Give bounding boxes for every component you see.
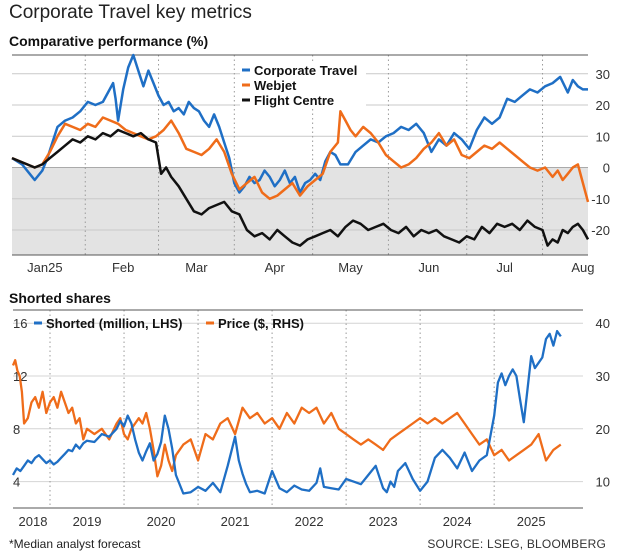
series-line-corporate-travel (11, 53, 588, 194)
y-tick-label: -20 (591, 223, 610, 238)
legend-backdrop (240, 62, 366, 77)
y-tick-label: 20 (596, 98, 610, 113)
footnote: *Median analyst forecast (9, 537, 141, 551)
x-tick-label: 2020 (147, 514, 176, 529)
y-tick-label: 30 (596, 67, 610, 82)
x-tick-label: Mar (185, 260, 208, 275)
y-tick-label: -10 (591, 192, 610, 207)
legend-backdrop (240, 92, 366, 107)
source-note: SOURCE: LSEG, BLOOMBERG (427, 537, 606, 551)
x-tick-label: 2018 (19, 514, 48, 529)
x-tick-label: 2025 (517, 514, 546, 529)
x-tick-label: 2023 (369, 514, 398, 529)
negative-region (12, 167, 588, 255)
x-tick-label: 2024 (443, 514, 472, 529)
right-y-tick-label: 40 (596, 316, 610, 331)
x-tick-label: May (338, 260, 363, 275)
x-tick-label: Jun (418, 260, 439, 275)
legend-backdrop (240, 77, 366, 92)
chart-2-title: Shorted shares (9, 290, 111, 306)
x-tick-label: Jan25 (27, 260, 62, 275)
series-line-webjet (11, 110, 590, 203)
legend-label: Price ($, RHS) (218, 316, 304, 331)
right-y-tick-label: 10 (596, 475, 610, 490)
legend-label: Shorted (million, LHS) (46, 316, 183, 331)
x-tick-label: Jul (496, 260, 513, 275)
page-title: Corporate Travel key metrics (9, 2, 252, 23)
x-tick-label: Feb (112, 260, 134, 275)
x-tick-label: Aug (571, 260, 594, 275)
y-tick-label: 0 (603, 161, 610, 176)
x-tick-label: 2021 (221, 514, 250, 529)
legend-label: Corporate Travel (254, 63, 357, 78)
x-tick-label: 2022 (295, 514, 324, 529)
left-y-tick-label: 8 (13, 422, 20, 437)
series-line-shorted (11, 329, 562, 495)
left-y-tick-label: 16 (13, 316, 27, 331)
legend-label: Webjet (254, 78, 297, 93)
right-y-tick-label: 20 (596, 422, 610, 437)
x-tick-label: 2019 (73, 514, 102, 529)
legend-label: Flight Centre (254, 93, 334, 108)
y-tick-label: 10 (596, 129, 610, 144)
chart-1-title: Comparative performance (%) (9, 33, 209, 49)
series-line-price (11, 359, 562, 478)
x-tick-label: Apr (265, 260, 286, 275)
right-y-tick-label: 30 (596, 369, 610, 384)
series-line-flight-centre (11, 128, 590, 247)
left-y-tick-label: 4 (13, 475, 20, 490)
